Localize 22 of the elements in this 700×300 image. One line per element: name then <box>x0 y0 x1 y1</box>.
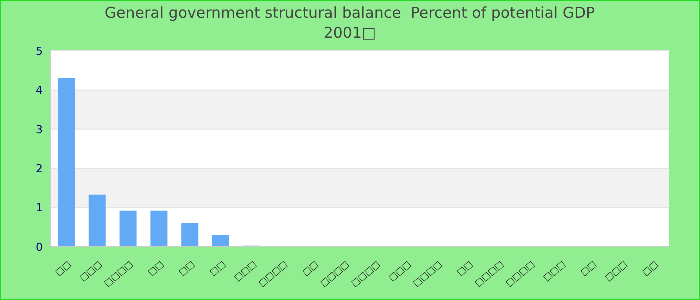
x-tick-label: □□ <box>456 260 476 278</box>
y-tick-label: 5 <box>36 44 43 58</box>
y-tick-label: 0 <box>36 240 43 254</box>
y-tick-label: 1 <box>36 202 43 215</box>
x-tick-label: □□ <box>641 260 661 278</box>
chart-subtitle: 2001□ <box>322 23 378 43</box>
x-tick-label: □□ <box>301 260 321 278</box>
bar <box>212 235 230 247</box>
chart-title: General government structural balance Percent of potential GDP <box>104 3 596 23</box>
bar <box>150 210 168 247</box>
bar <box>120 210 137 247</box>
x-tick-label: □□ <box>54 260 74 278</box>
y-tick-label: 2 <box>36 162 43 176</box>
bar <box>58 78 75 247</box>
x-tick-label: □□ <box>178 260 198 278</box>
x-tick-label: □□ <box>579 260 599 278</box>
x-tick-label: □□ <box>146 260 166 278</box>
bar <box>182 223 199 247</box>
x-tick-label: □□ <box>208 260 228 278</box>
y-tick-label: 4 <box>36 84 43 98</box>
bar <box>88 194 106 247</box>
y-tick-label: 3 <box>36 123 43 136</box>
